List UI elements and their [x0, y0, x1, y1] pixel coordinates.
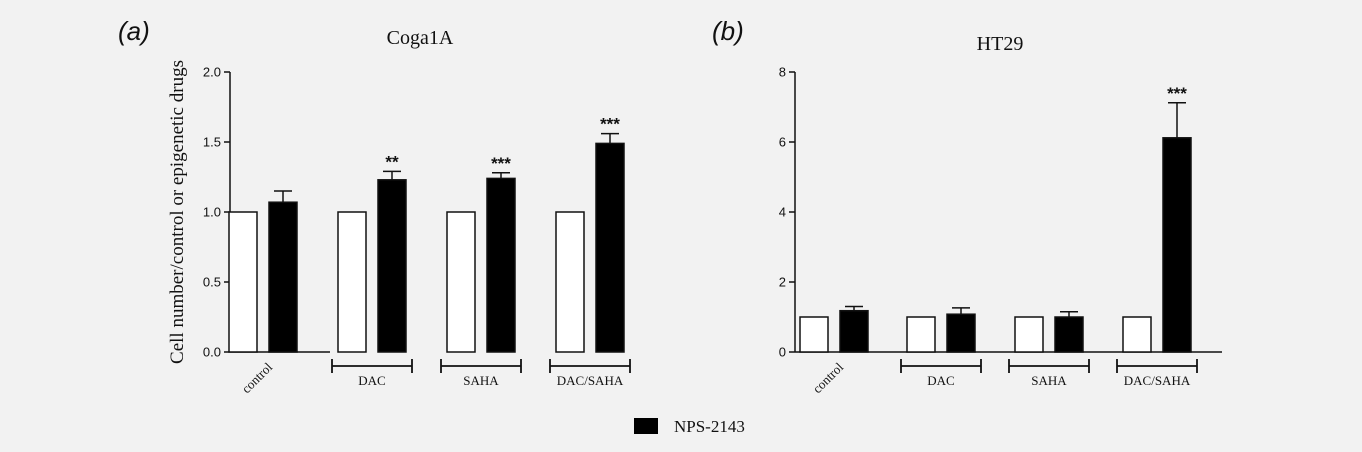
y-tick-label: 0: [779, 345, 786, 360]
y-tick-label: 2.0: [203, 65, 221, 80]
bar-control-DAC/SAHA: [555, 211, 585, 353]
legend-label: NPS-2143: [674, 417, 745, 436]
category-label: control: [809, 359, 846, 396]
bar-control-DAC/SAHA: [1122, 316, 1152, 353]
y-tick-label: 8: [779, 65, 786, 80]
bar-control-SAHA: [1014, 316, 1044, 353]
legend: NPS-2143: [634, 417, 745, 436]
category-label: SAHA: [463, 373, 499, 388]
category-label: DAC/SAHA: [557, 373, 624, 388]
chart-title: Coga1A: [387, 27, 454, 49]
y-tick-label: 1.0: [203, 205, 221, 220]
y-axis-label: Cell number/control or epigenetic drugs: [167, 60, 188, 364]
significance-label: **: [385, 152, 399, 171]
y-tick-label: 6: [779, 135, 786, 150]
y-tick-label: 0.5: [203, 275, 221, 290]
category-label: DAC: [927, 373, 954, 388]
bar-control-control: [228, 211, 258, 353]
bar-control-DAC: [906, 316, 936, 353]
y-tick-label: 0.0: [203, 345, 221, 360]
bar-nps2143-control: [839, 309, 869, 353]
category-label: DAC: [358, 373, 385, 388]
category-label: DAC/SAHA: [1124, 373, 1191, 388]
bar-nps2143-DAC/SAHA: [595, 142, 625, 353]
bar-control-control: [799, 316, 829, 353]
significance-label: ***: [600, 115, 620, 134]
bar-control-DAC: [337, 211, 367, 353]
bar-nps2143-DAC/SAHA: [1162, 137, 1192, 353]
panel-a: (a) Coga1A Cell number/control or epigenet…: [118, 16, 631, 396]
category-label: SAHA: [1031, 373, 1067, 388]
y-tick-label: 2: [779, 275, 786, 290]
panel-b: (b) HT29 0 2 4 6 8 control DAC SAHA *** DAC/SAHA: [712, 16, 1222, 396]
bar-nps2143-SAHA: [1054, 316, 1084, 353]
y-tick-label: 4: [779, 205, 786, 220]
chart-title: HT29: [977, 33, 1024, 55]
bar-nps2143-DAC: [377, 179, 407, 353]
category-label: control: [238, 359, 275, 396]
significance-label: ***: [491, 154, 511, 173]
panel-label: (b): [712, 16, 744, 46]
bar-nps2143-SAHA: [486, 177, 516, 353]
legend-swatch: [634, 418, 658, 434]
panel-label: (a): [118, 16, 150, 46]
y-tick-label: 1.5: [203, 135, 221, 150]
bar-nps2143-control: [268, 201, 298, 353]
bar-control-SAHA: [446, 211, 476, 353]
bar-nps2143-DAC: [946, 313, 976, 353]
significance-label: ***: [1167, 84, 1187, 103]
